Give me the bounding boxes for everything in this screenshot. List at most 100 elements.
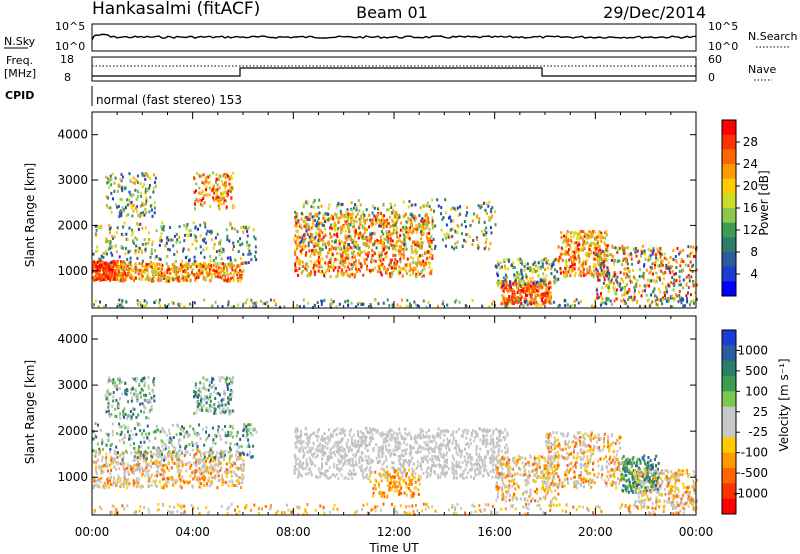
echo-cell [230, 174, 232, 178]
echo-cell [338, 242, 341, 246]
echo-cell [382, 226, 385, 230]
echo-cell [651, 262, 654, 266]
echo-cell [192, 470, 195, 473]
echo-cell [107, 409, 110, 413]
echo-cell [231, 276, 234, 280]
echo-cell [231, 435, 234, 439]
nave-tick-top: 60 [708, 53, 722, 66]
echo-cell [488, 247, 491, 251]
echo-cell [124, 247, 127, 250]
echo-cell [294, 263, 297, 267]
echo-cell [98, 447, 101, 451]
echo-cell [254, 250, 257, 254]
echo-cell [420, 263, 423, 267]
echo-cell [141, 274, 144, 278]
echo-cell [535, 301, 538, 305]
echo-cell [483, 228, 486, 232]
echo-cell [146, 172, 149, 176]
echo-cell [100, 278, 103, 282]
echo-cell [596, 273, 599, 277]
echo-cell [148, 184, 151, 187]
echo-cell [306, 263, 309, 267]
echo-cell [352, 239, 355, 243]
echo-cell [398, 215, 401, 219]
echo-cell [246, 229, 249, 233]
echo-cell [210, 278, 213, 282]
echo-cell [168, 276, 171, 280]
echo-cell [110, 392, 113, 396]
echo-cell [231, 474, 233, 478]
echo-cell [160, 450, 163, 454]
echo-cell [107, 439, 110, 442]
echo-cell [659, 278, 662, 282]
echo-cell [236, 475, 239, 479]
echo-cell [453, 207, 456, 211]
echo-cell [110, 462, 113, 466]
echo-cell [139, 429, 142, 433]
echo-cell [358, 226, 361, 230]
echo-cell [613, 274, 616, 278]
echo-cell [302, 298, 305, 302]
echo-cell [576, 236, 579, 240]
echo-cell [240, 457, 243, 461]
echo-cell [372, 259, 375, 263]
echo-cell [219, 262, 222, 266]
echo-cell [223, 190, 226, 194]
echo-cell [324, 233, 327, 237]
echo-cell [228, 479, 231, 483]
echo-cell [379, 211, 382, 215]
echo-cell [252, 228, 255, 232]
echo-cell [122, 484, 125, 488]
echo-cell [260, 299, 263, 303]
echo-cell [135, 197, 138, 201]
echo-cell [533, 268, 536, 271]
echo-cell [275, 302, 278, 306]
echo-cell [162, 228, 165, 232]
echo-cell [665, 284, 667, 288]
echo-cell [359, 203, 362, 207]
echo-cell [318, 247, 321, 251]
echo-cell [128, 261, 131, 265]
echo-cell [359, 215, 362, 219]
echo-cell [397, 215, 399, 219]
echo-cell [628, 275, 631, 279]
echo-cell [535, 289, 538, 292]
echo-cell [489, 226, 492, 230]
nsky-label: N.Sky [4, 35, 36, 48]
echo-cell [372, 242, 375, 246]
echo-cell [529, 266, 531, 270]
echo-cell [181, 461, 184, 464]
echo-cell [411, 203, 414, 207]
echo-cell [152, 383, 155, 387]
echo-cell [313, 199, 316, 202]
echo-cell [517, 288, 520, 292]
echo-cell [586, 271, 589, 275]
echo-cell [302, 241, 305, 245]
echo-cell [111, 263, 114, 267]
echo-cell [351, 241, 354, 245]
echo-cell [248, 243, 251, 247]
echo-cell [132, 176, 135, 180]
echo-cell [209, 204, 212, 208]
echo-cell [97, 270, 100, 274]
echo-cell [593, 230, 596, 234]
echo-cell [102, 266, 105, 270]
echo-cell [118, 425, 121, 429]
echo-cell [221, 196, 224, 200]
echo-cell [348, 230, 350, 234]
echo-cell [167, 438, 170, 442]
echo-cell [143, 457, 145, 460]
echo-cell [593, 246, 596, 250]
echo-cell [114, 265, 117, 268]
echo-cell [585, 252, 588, 255]
echo-cell [402, 200, 405, 204]
freq-label-1: Freq. [6, 54, 33, 67]
echo-cell [375, 246, 378, 250]
echo-cell [322, 271, 325, 275]
echo-cell [525, 287, 528, 291]
echo-cell [397, 269, 400, 273]
echo-cell [206, 265, 209, 269]
echo-cell [403, 242, 406, 246]
echo-cell [544, 283, 547, 287]
echo-cell [545, 274, 548, 278]
